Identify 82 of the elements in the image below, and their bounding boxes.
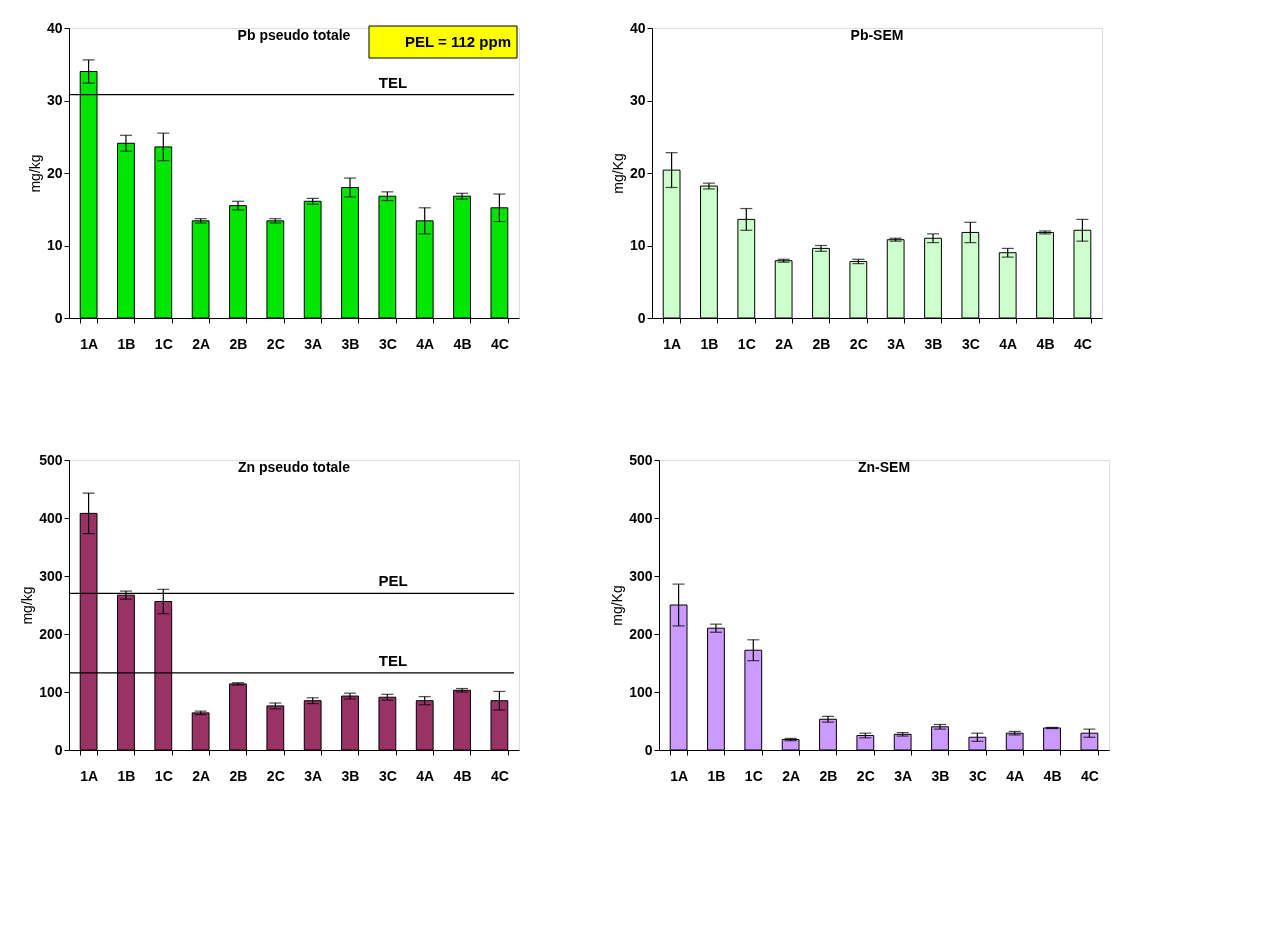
x-tick-label: 1C (154, 335, 173, 352)
y-tick-label: 500 (39, 451, 63, 468)
x-tick-label: 3A (894, 767, 913, 784)
x-tick-label: 3C (378, 335, 397, 352)
x-tick-label: 2A (775, 335, 794, 352)
x-tick-label: 3B (341, 335, 360, 352)
x-tick-label: 3C (961, 335, 980, 352)
x-tick-label: 3A (304, 767, 323, 784)
y-axis-title: mg/Kg (609, 585, 626, 626)
x-tick-label: 2B (819, 767, 838, 784)
y-axis-title: mg/kg (19, 586, 36, 625)
ref-line-label: TEL (378, 651, 408, 669)
ref-line-label: TEL (378, 73, 408, 91)
y-tick-label: 100 (629, 683, 653, 700)
x-tick-label: 1C (154, 767, 173, 784)
y-tick-label: 10 (46, 237, 63, 253)
y-tick-label: 10 (629, 237, 646, 253)
x-tick-label: 2A (192, 767, 211, 784)
x-tick-label: 4A (416, 335, 435, 352)
y-tick-label: 20 (629, 164, 646, 181)
chart-title: Zn-SEM (857, 459, 911, 475)
x-tick-label: 3B (931, 767, 950, 784)
y-tick-label: 200 (39, 625, 63, 642)
y-tick-label: 400 (39, 509, 63, 526)
x-tick-label: 1C (744, 767, 763, 784)
y-tick-label: 20 (46, 164, 63, 181)
x-tick-label: 2A (192, 335, 211, 352)
x-tick-label: 3A (887, 335, 906, 352)
y-tick-label: 30 (46, 92, 63, 108)
x-tick-label: 2C (849, 335, 868, 352)
x-tick-label: 1B (707, 767, 726, 784)
x-tick-label: 1B (117, 335, 136, 352)
x-tick-label: 2C (856, 767, 875, 784)
y-tick-label: 40 (629, 19, 646, 36)
y-tick-label: 40 (46, 19, 63, 36)
x-tick-label: 4C (490, 335, 509, 352)
annotation: PEL = 112 ppm (404, 33, 511, 50)
x-tick-label: 3A (304, 335, 323, 352)
x-tick-label: 2B (812, 335, 831, 352)
x-tick-label: 3B (341, 767, 360, 784)
x-tick-label: 4C (1073, 335, 1092, 352)
x-tick-label: 4A (416, 767, 435, 784)
y-axis-title: mg/kg (26, 154, 43, 193)
x-tick-label: 2B (229, 767, 248, 784)
x-tick-label: 4B (1036, 335, 1055, 352)
y-tick-label: 0 (54, 309, 63, 326)
x-tick-label: 4B (1043, 767, 1062, 784)
x-tick-label: 1A (670, 767, 689, 784)
x-tick-label: 4B (453, 767, 472, 784)
y-tick-label: 30 (629, 92, 646, 108)
x-tick-label: 1A (80, 767, 99, 784)
x-tick-label: 1B (117, 767, 136, 784)
y-tick-label: 500 (629, 451, 653, 468)
y-tick-label: 300 (629, 567, 653, 584)
ref-line-label: PEL (378, 572, 408, 590)
y-tick-label: 100 (39, 683, 63, 700)
chart-title: Pb-SEM (850, 27, 904, 43)
x-tick-label: 2C (266, 335, 285, 352)
chart-title: Pb pseudo totale (237, 27, 351, 43)
x-tick-label: 1B (700, 335, 719, 352)
x-tick-label: 4B (453, 335, 472, 352)
x-tick-label: 1A (80, 335, 99, 352)
x-tick-label: 4A (999, 335, 1018, 352)
x-tick-label: 3C (378, 767, 397, 784)
x-tick-label: 4C (1080, 767, 1099, 784)
y-axis-title: mg/Kg (609, 153, 626, 194)
x-tick-label: 2C (266, 767, 285, 784)
x-tick-label: 4A (1006, 767, 1025, 784)
y-tick-label: 0 (637, 309, 646, 326)
y-tick-label: 0 (54, 741, 63, 758)
chart-title: Zn pseudo totale (238, 459, 351, 475)
y-tick-label: 0 (644, 741, 653, 758)
x-tick-label: 2B (229, 335, 248, 352)
x-tick-label: 3B (924, 335, 943, 352)
x-tick-label: 2A (782, 767, 801, 784)
y-tick-label: 400 (629, 509, 653, 526)
x-tick-label: 4C (490, 767, 509, 784)
x-tick-label: 1A (663, 335, 682, 352)
y-tick-label: 200 (629, 625, 653, 642)
x-tick-label: 3C (968, 767, 987, 784)
x-tick-label: 1C (737, 335, 756, 352)
y-tick-label: 300 (39, 567, 63, 584)
